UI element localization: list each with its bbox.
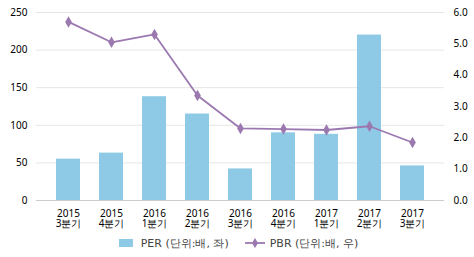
svg-text:0: 0 (22, 193, 28, 207)
svg-text:20173분기: 20173분기 (400, 206, 426, 230)
svg-text:20172분기: 20172분기 (357, 206, 383, 230)
svg-text:20164분기: 20164분기 (271, 206, 297, 230)
svg-text:2.0: 2.0 (454, 130, 468, 144)
svg-text:200: 200 (10, 42, 27, 56)
svg-text:250: 250 (10, 5, 27, 19)
svg-text:50: 50 (16, 155, 28, 169)
svg-text:20162분기: 20162분기 (185, 206, 211, 230)
svg-text:20153분기: 20153분기 (56, 206, 82, 230)
svg-text:1.0: 1.0 (454, 161, 468, 175)
svg-text:3.0: 3.0 (454, 99, 468, 113)
svg-text:100: 100 (10, 118, 27, 132)
svg-text:20163분기: 20163분기 (228, 206, 254, 230)
svg-text:150: 150 (10, 80, 27, 94)
svg-text:0.0: 0.0 (454, 193, 468, 207)
svg-text:20154분기: 20154분기 (99, 206, 125, 230)
svg-text:20161분기: 20161분기 (142, 206, 168, 230)
svg-text:4.0: 4.0 (454, 67, 468, 81)
svg-text:6.0: 6.0 (454, 5, 468, 19)
html-text:PER (단위:배, 좌): PER (단위:배, 좌) (140, 236, 229, 250)
svg-text:20171분기: 20171분기 (314, 206, 340, 230)
html-text:PBR (단위:배, 우): PBR (단위:배, 우) (269, 236, 359, 250)
svg-text:5.0: 5.0 (454, 36, 468, 50)
